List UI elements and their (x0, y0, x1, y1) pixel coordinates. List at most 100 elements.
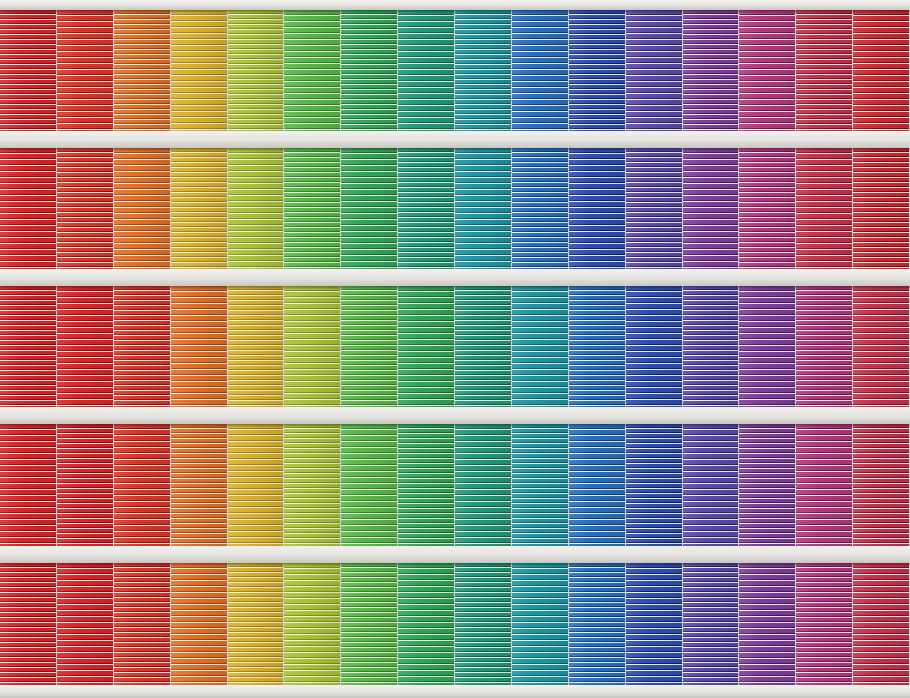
panel-sheen (568, 424, 625, 546)
blind-slats (568, 286, 625, 407)
panel-sheen (227, 148, 284, 269)
blind-slats (796, 10, 853, 131)
panel-sheen (0, 563, 56, 685)
blind-panel (796, 148, 855, 269)
blind-slats (227, 424, 284, 546)
blind-panel (56, 286, 115, 407)
blind-slats (170, 286, 227, 407)
panel-sheen (796, 286, 853, 407)
panel-sheen (284, 563, 341, 685)
blind-panel (853, 424, 910, 546)
panel-sheen (0, 148, 56, 269)
panel-sheen (113, 424, 170, 546)
blind-slats (625, 424, 682, 546)
blind-panel (170, 424, 229, 546)
blind-panel (56, 10, 115, 131)
blind-slats (511, 286, 568, 407)
blind-panel (796, 424, 855, 546)
panel-sheen (682, 286, 739, 407)
blind-panel (0, 10, 58, 131)
blind-panel (625, 424, 684, 546)
blind-slats (853, 148, 909, 269)
blind-panel (568, 148, 627, 269)
blind-row-4 (0, 424, 910, 546)
blind-panel (455, 286, 513, 407)
panel-sheen (170, 424, 227, 546)
panel-sheen (853, 148, 909, 269)
blind-panel (398, 424, 456, 546)
blind-panel (227, 148, 286, 269)
blind-row-3 (0, 286, 910, 407)
blind-slats (113, 148, 170, 269)
blind-slats (398, 148, 454, 269)
blind-slats (455, 148, 511, 269)
panel-sheen (56, 286, 113, 407)
blind-slats (56, 286, 113, 407)
blind-panel (682, 563, 741, 685)
blind-slats (56, 10, 113, 131)
panel-sheen (853, 563, 909, 685)
panel-sheen (739, 424, 796, 546)
blind-slats (341, 286, 398, 407)
blind-panel (398, 563, 456, 685)
blind-panel (284, 286, 343, 407)
blind-panel (568, 424, 627, 546)
blind-slats (170, 563, 227, 685)
blind-row-1 (0, 10, 910, 131)
panel-sheen (56, 148, 113, 269)
panel-sheen (398, 286, 454, 407)
blind-slats (113, 10, 170, 131)
blind-panel (170, 148, 229, 269)
blind-panel (796, 10, 855, 131)
panel-sheen (511, 10, 568, 131)
blind-panel (56, 563, 115, 685)
blind-panel (284, 424, 343, 546)
blind-slats (341, 10, 398, 131)
blind-panel (341, 286, 400, 407)
panel-sheen (170, 10, 227, 131)
floor-band-3 (0, 269, 910, 286)
panel-sheen (682, 424, 739, 546)
panel-sheen (796, 563, 853, 685)
blind-slats (739, 563, 796, 685)
blind-slats (0, 148, 56, 269)
panel-sheen (625, 148, 682, 269)
blind-slats (625, 10, 682, 131)
blind-panel (170, 10, 229, 131)
panel-sheen (341, 286, 398, 407)
panel-sheen (796, 424, 853, 546)
panel-sheen (511, 286, 568, 407)
panel-sheen (398, 148, 454, 269)
blind-panel (0, 424, 58, 546)
blind-slats (284, 424, 341, 546)
blind-slats (398, 563, 454, 685)
blind-panel (284, 148, 343, 269)
blind-panel (398, 148, 456, 269)
floor-band-1 (0, 0, 910, 10)
panel-sheen (170, 286, 227, 407)
blind-slats (398, 10, 454, 131)
blind-slats (511, 424, 568, 546)
floor-band-2 (0, 131, 910, 148)
panel-sheen (455, 424, 511, 546)
blind-panel (739, 563, 798, 685)
blind-slats (625, 563, 682, 685)
panel-sheen (568, 563, 625, 685)
panel-sheen (227, 424, 284, 546)
blind-panel (739, 286, 798, 407)
blind-slats (796, 148, 853, 269)
blind-slats (568, 148, 625, 269)
blind-slats (0, 10, 56, 131)
panel-sheen (568, 10, 625, 131)
blind-slats (796, 563, 853, 685)
blind-panel (0, 286, 58, 407)
blind-slats (398, 424, 454, 546)
blind-slats (170, 424, 227, 546)
panel-sheen (739, 563, 796, 685)
panel-sheen (170, 148, 227, 269)
blind-slats (739, 10, 796, 131)
blind-panel (511, 10, 570, 131)
blind-slats (0, 563, 56, 685)
blind-slats (170, 10, 227, 131)
